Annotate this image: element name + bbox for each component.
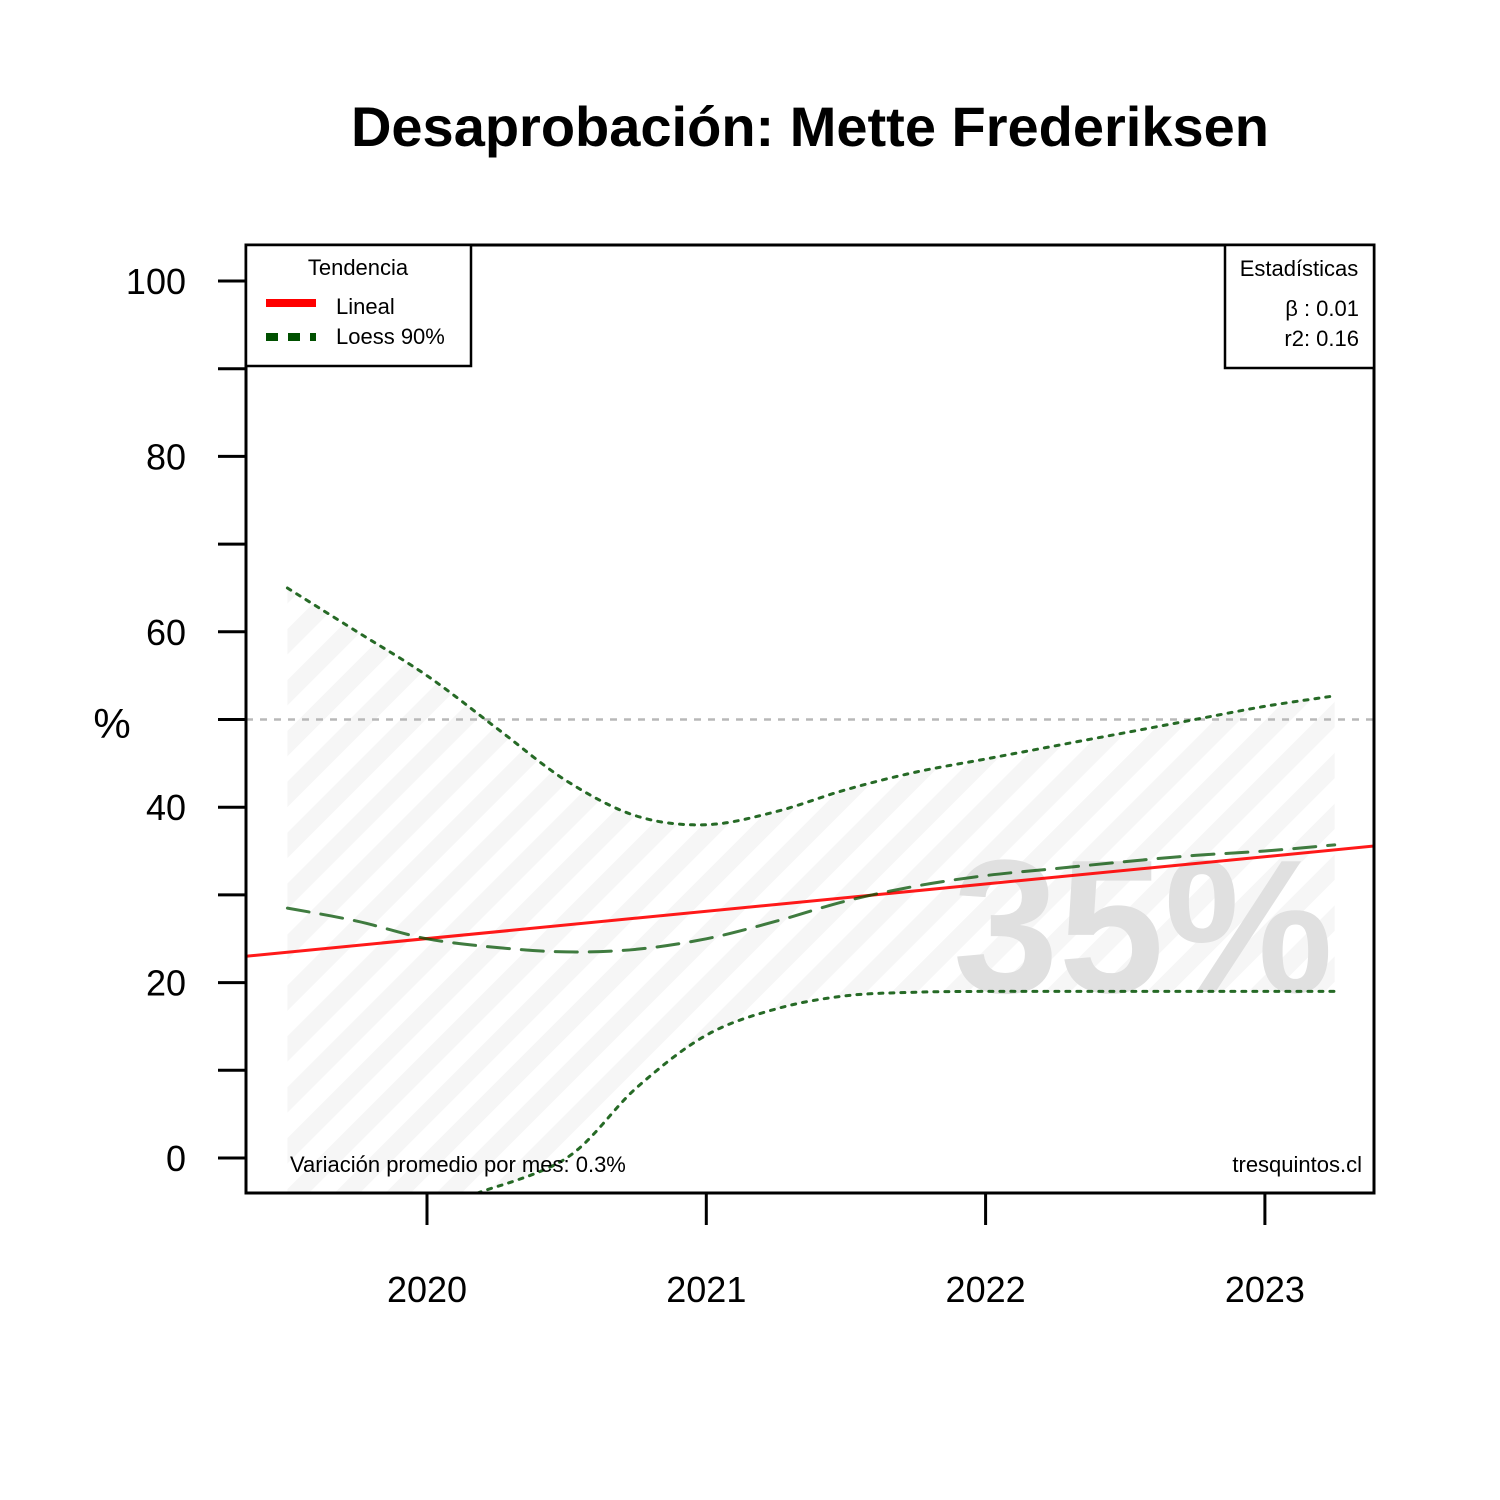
y-tick-label: 20 — [146, 963, 186, 1004]
y-tick-label: 100 — [126, 261, 186, 302]
confidence-band — [287, 588, 1335, 1193]
x-tick-label: 2020 — [387, 1269, 467, 1310]
x-tick-label: 2022 — [946, 1269, 1026, 1310]
current-value-label: 35% — [953, 821, 1333, 1033]
y-tick-label: 40 — [146, 787, 186, 828]
axes: 0 20 40 60 80 100 2020 2021 2022 2023 — [126, 261, 1305, 1310]
x-tick-label: 2021 — [666, 1269, 746, 1310]
legend-label-loess: Loess 90% — [336, 324, 445, 349]
y-tick-label: 60 — [146, 612, 186, 653]
plot-area: 35% — [246, 586, 1374, 1193]
y-axis-label: % — [93, 700, 130, 747]
legend-label-lineal: Lineal — [336, 294, 395, 319]
y-tick-label: 0 — [166, 1138, 186, 1179]
legend-title: Tendencia — [308, 255, 409, 280]
stats-title: Estadísticas — [1240, 256, 1359, 281]
series-loess — [285, 843, 1337, 954]
chart-title: Desaprobación: Mette Frederiksen — [351, 95, 1269, 158]
footer-variation: Variación promedio por mes: 0.3% — [290, 1152, 626, 1177]
x-tick-label: 2023 — [1225, 1269, 1305, 1310]
footer-source: tresquintos.cl — [1232, 1152, 1362, 1177]
stats-beta: β : 0.01 — [1285, 296, 1359, 321]
stats-r2: r2: 0.16 — [1284, 326, 1359, 351]
series-loess-upper — [285, 586, 1337, 827]
series-lineal — [246, 844, 1374, 958]
legend: Tendencia Lineal Loess 90% — [244, 243, 473, 368]
y-tick-label: 80 — [146, 436, 186, 477]
stats-frame — [1223, 243, 1376, 370]
stats-box: Estadísticas β : 0.01 r2: 0.16 — [1223, 243, 1376, 370]
